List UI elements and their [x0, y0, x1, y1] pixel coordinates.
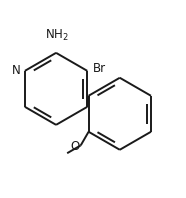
Text: O: O [70, 140, 80, 153]
Text: NH$_2$: NH$_2$ [45, 28, 69, 43]
Text: Br: Br [93, 62, 106, 75]
Text: N: N [12, 64, 20, 77]
